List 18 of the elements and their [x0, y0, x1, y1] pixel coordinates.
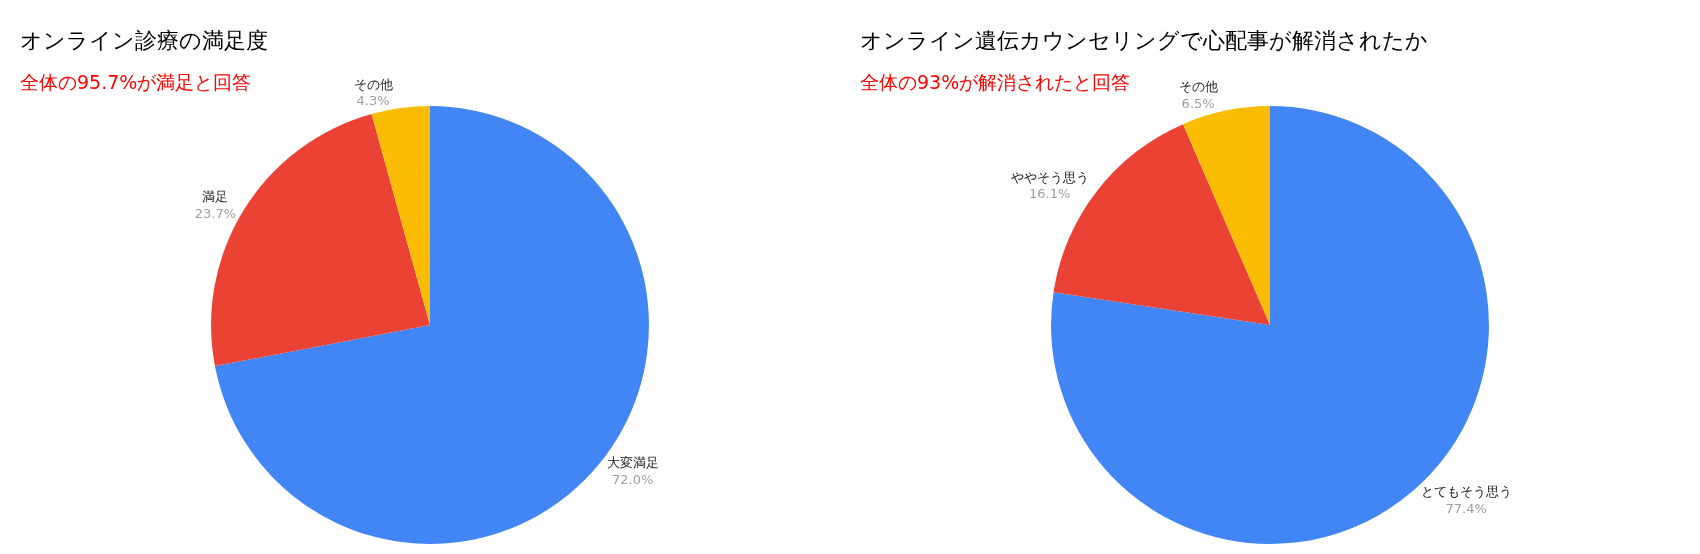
data-label: 23.7% [194, 206, 237, 221]
slice-label: ややそう思う [1010, 169, 1089, 185]
slice-label: 大変満足 [606, 455, 659, 471]
chart-title: オンライン遺伝カウンセリングで心配事が解消されたか [860, 28, 1428, 53]
data-label: 77.4% [1445, 501, 1487, 517]
slice-label: とてもそう思う [1420, 484, 1512, 500]
slice-label: その他 [353, 76, 393, 92]
pie-slice [371, 106, 430, 326]
slice-label: その他 [1178, 79, 1218, 95]
data-label: 4.3% [356, 93, 390, 109]
chart-title: オンライン診療の満足度 [20, 28, 268, 53]
chart-subtitle: 全体の93%が解消されたと回答 [860, 71, 1131, 93]
data-label: 6.5% [1181, 96, 1215, 112]
chart-subtitle: 全体の95.7%が満足と回答 [20, 71, 252, 93]
slice-label: 満足 [202, 189, 229, 205]
data-label: 72.0% [612, 472, 654, 488]
pie-slice [1183, 106, 1270, 326]
data-label: 16.1% [1028, 186, 1071, 202]
